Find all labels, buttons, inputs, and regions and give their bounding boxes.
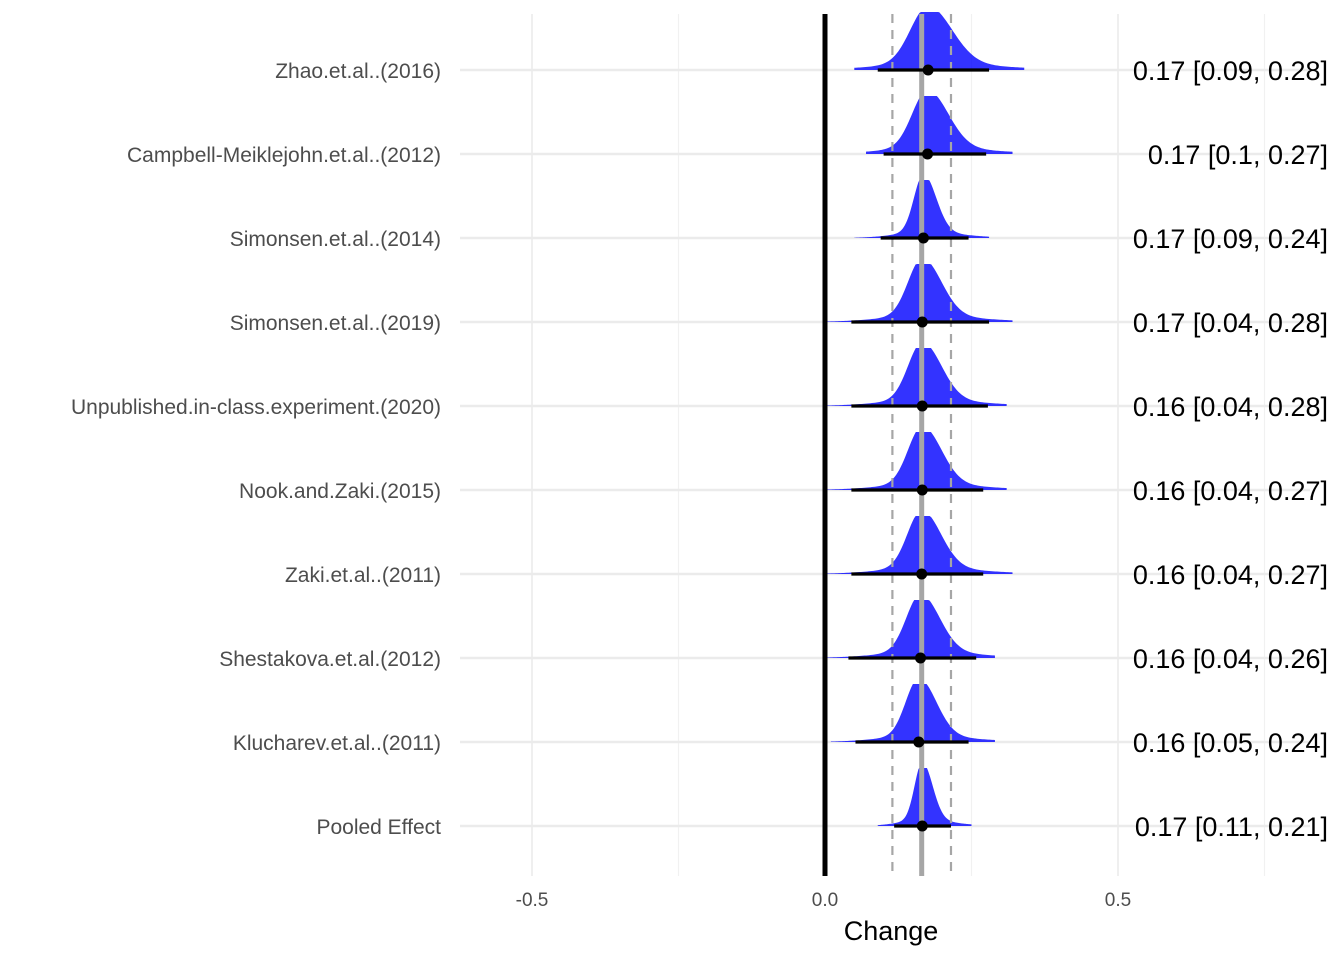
y-axis-labels: Zhao.et.al..(2016) Campbell-Meiklejohn.et… [71, 60, 441, 839]
estimate-point-5 [916, 484, 928, 496]
estimate-point-1 [922, 148, 934, 160]
estimate-point-7 [915, 652, 927, 664]
density-0 [854, 12, 1025, 70]
study-label-0: Zhao.et.al..(2016) [275, 60, 441, 83]
density-5 [825, 432, 1007, 490]
estimate-point-4 [916, 400, 928, 412]
ci-layer [848, 64, 990, 832]
reference-lines [822, 14, 953, 876]
effect-annotation-3: 0.17 [0.04, 0.28] [1133, 308, 1328, 338]
x-tick-label-0: -0.5 [516, 890, 549, 911]
study-label-1: Campbell-Meiklejohn.et.al..(2012) [127, 144, 441, 167]
annotations: 0.17 [0.09, 0.28] 0.17 [0.1, 0.27] 0.17 [0… [1133, 56, 1328, 842]
estimate-point-6 [916, 568, 928, 580]
effect-annotation-4: 0.16 [0.04, 0.28] [1133, 392, 1328, 422]
study-label-8: Klucharev.et.al..(2011) [233, 732, 441, 755]
estimate-point-0 [922, 64, 934, 76]
estimate-point-3 [916, 316, 928, 328]
x-axis-title: Change [844, 916, 939, 946]
density-layer [825, 12, 1025, 826]
study-label-6: Zaki.et.al..(2011) [285, 564, 441, 587]
study-label-5: Nook.and.Zaki.(2015) [239, 480, 441, 503]
effect-annotation-9: 0.17 [0.11, 0.21] [1135, 812, 1328, 842]
estimate-point-9 [916, 820, 928, 832]
effect-annotation-8: 0.16 [0.05, 0.24] [1133, 728, 1328, 758]
study-label-2: Simonsen.et.al..(2014) [230, 228, 441, 251]
density-7 [825, 600, 995, 658]
study-label-9: Pooled Effect [316, 816, 441, 839]
effect-annotation-2: 0.17 [0.09, 0.24] [1133, 224, 1328, 254]
effect-annotation-6: 0.16 [0.04, 0.27] [1133, 560, 1328, 590]
x-tick-label-2: 0.5 [1105, 890, 1131, 911]
study-label-3: Simonsen.et.al..(2019) [230, 312, 441, 335]
density-3 [825, 264, 1013, 322]
effect-annotation-1: 0.17 [0.1, 0.27] [1148, 140, 1328, 170]
density-9 [877, 768, 972, 826]
study-label-4: Unpublished.in-class.experiment.(2020) [71, 396, 441, 419]
density-1 [866, 96, 1013, 154]
estimate-point-2 [917, 232, 929, 244]
x-axis: -0.5 0.0 0.5 [516, 890, 1132, 911]
density-8 [830, 684, 995, 742]
x-tick-label-1: 0.0 [812, 890, 838, 911]
effect-annotation-5: 0.16 [0.04, 0.27] [1133, 476, 1328, 506]
study-label-7: Shestakova.et.al.(2012) [219, 648, 441, 671]
effect-annotation-0: 0.17 [0.09, 0.28] [1133, 56, 1328, 86]
density-6 [825, 516, 1013, 574]
effect-annotation-7: 0.16 [0.04, 0.26] [1133, 644, 1328, 674]
estimate-point-8 [913, 736, 925, 748]
density-4 [825, 348, 1007, 406]
